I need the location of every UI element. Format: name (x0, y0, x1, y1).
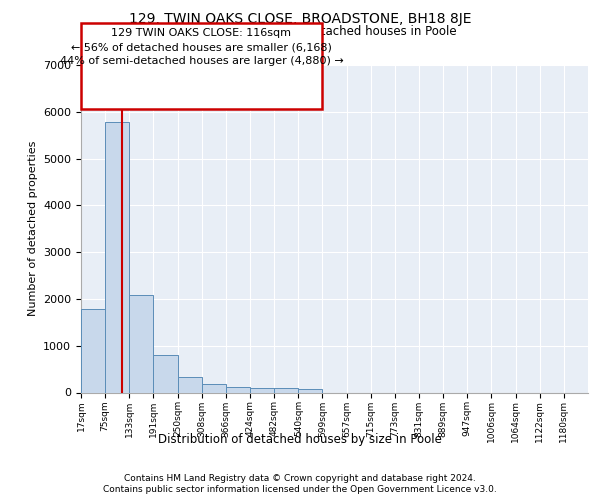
Text: Distribution of detached houses by size in Poole: Distribution of detached houses by size … (158, 432, 442, 446)
Bar (154, 355, 178, 393)
Bar (202, 384, 226, 392)
Bar (129, 295, 154, 392)
Bar (298, 389, 322, 392)
Y-axis label: Number of detached properties: Number of detached properties (28, 141, 38, 316)
Text: 129 TWIN OAKS CLOSE: 116sqm: 129 TWIN OAKS CLOSE: 116sqm (112, 28, 292, 38)
Text: Size of property relative to detached houses in Poole: Size of property relative to detached ho… (143, 25, 457, 38)
Bar (105, 122, 129, 392)
Bar (81, 309, 105, 392)
Bar (274, 388, 298, 392)
Text: 129, TWIN OAKS CLOSE, BROADSTONE, BH18 8JE: 129, TWIN OAKS CLOSE, BROADSTONE, BH18 8… (129, 12, 471, 26)
Bar (250, 388, 274, 392)
Bar (178, 376, 202, 392)
Bar (226, 387, 250, 392)
Text: 44% of semi-detached houses are larger (4,880) →: 44% of semi-detached houses are larger (… (59, 56, 343, 66)
Text: Contains HM Land Registry data © Crown copyright and database right 2024.: Contains HM Land Registry data © Crown c… (124, 474, 476, 483)
Text: Contains public sector information licensed under the Open Government Licence v3: Contains public sector information licen… (103, 485, 497, 494)
Text: ← 56% of detached houses are smaller (6,168): ← 56% of detached houses are smaller (6,… (71, 42, 332, 52)
